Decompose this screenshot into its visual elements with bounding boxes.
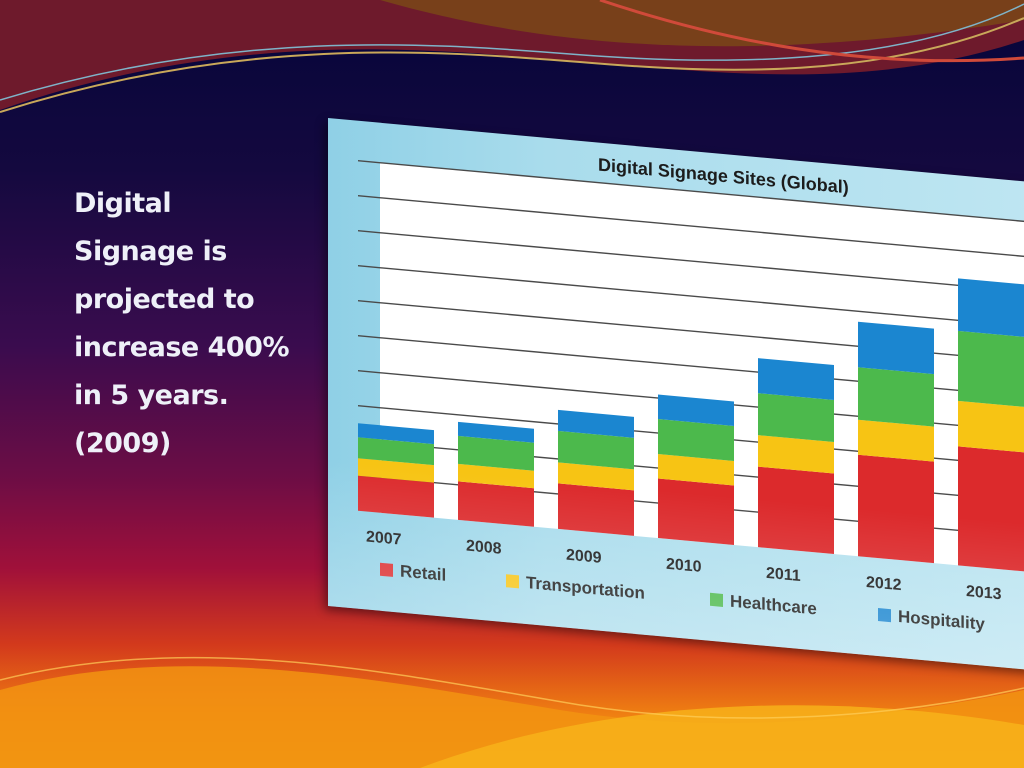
bar-segment-transportation-2012 [858, 419, 934, 462]
bar-segment-transportation-2010 [658, 454, 734, 486]
bar-segment-hospitality-2013 [958, 278, 1024, 338]
legend-swatch-retail [380, 562, 393, 577]
bar-segment-retail-2007 [358, 475, 434, 518]
x-tick-label: 2012 [866, 573, 902, 594]
chart-card: 2007 2008 2009 2010 2011 2012 2013 Digital Sig… [328, 118, 1024, 673]
bar-segment-hospitality-2011 [758, 358, 834, 401]
legend-swatch-hospitality [878, 608, 891, 623]
top-wave-line-3 [599, 0, 1024, 63]
gridline [358, 230, 1024, 296]
gridline [358, 160, 1024, 226]
bar-segment-transportation-2011 [758, 435, 834, 474]
bar-segment-transportation-2009 [558, 462, 634, 491]
bar-segment-healthcare-2011 [758, 393, 834, 443]
legend-label-retail: Retail [400, 562, 446, 585]
bottom-wave-line [0, 656, 1024, 719]
legend-label-transportation: Transportation [526, 573, 645, 603]
x-tick-label: 2013 [966, 582, 1002, 603]
bar-segment-retail-2013 [958, 446, 1024, 573]
x-tick-label: 2008 [466, 537, 502, 558]
top-wave-line-1 [0, 17, 1024, 113]
gridline [358, 265, 1024, 331]
bar-segment-retail-2012 [858, 454, 934, 564]
bar-segment-healthcare-2007 [358, 437, 434, 466]
legend-swatch-transportation [506, 574, 519, 589]
x-tick-label: 2011 [766, 564, 801, 585]
bar-segment-healthcare-2008 [458, 435, 534, 471]
bar-segment-healthcare-2009 [558, 430, 634, 470]
bars [358, 278, 1024, 573]
legend-label-hospitality: Hospitality [898, 607, 985, 634]
bar-segment-retail-2011 [758, 466, 834, 555]
bar-segment-hospitality-2012 [858, 321, 934, 375]
bottom-wave-highlight [420, 705, 1024, 768]
bar-segment-healthcare-2010 [658, 419, 734, 461]
top-wave-highlight [380, 0, 1024, 47]
x-tick-label: 2007 [366, 527, 402, 548]
gridline [358, 300, 1024, 366]
bar-segment-transportation-2007 [358, 458, 434, 483]
bar-segment-retail-2008 [458, 481, 534, 527]
bar-segment-transportation-2013 [958, 400, 1024, 454]
x-tick-label: 2010 [666, 555, 702, 576]
bar-segment-hospitality-2010 [658, 394, 734, 426]
legend-swatch-healthcare [710, 592, 723, 607]
slide-body-text: Digital Signage is projected to increase… [74, 188, 290, 459]
x-axis-ticks: 2007 2008 2009 2010 2011 2012 2013 [366, 527, 1002, 603]
bar-segment-hospitality-2009 [558, 409, 634, 438]
gridline [358, 195, 1024, 261]
bar-segment-hospitality-2008 [458, 421, 534, 443]
top-wave-line-2 [0, 3, 1024, 101]
bar-segment-hospitality-2007 [358, 423, 434, 445]
stacked-bar-chart: 2007 2008 2009 2010 2011 2012 2013 Digital Sig… [358, 155, 1024, 634]
bar-segment-healthcare-2013 [958, 330, 1024, 408]
x-tick-label: 2009 [566, 546, 602, 567]
bar-segment-transportation-2008 [458, 463, 534, 489]
gridline [358, 335, 1024, 401]
bar-segment-retail-2010 [658, 478, 734, 545]
legend-label-healthcare: Healthcare [730, 592, 817, 619]
bar-segment-retail-2009 [558, 483, 634, 536]
bar-segment-healthcare-2012 [858, 367, 934, 427]
